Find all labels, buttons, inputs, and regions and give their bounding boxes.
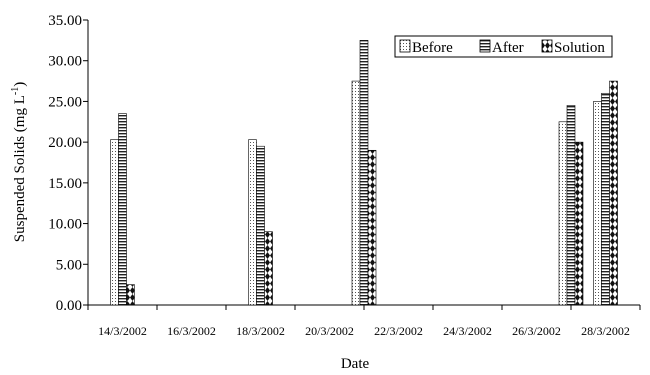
y-tick-label: 5.00 <box>56 257 82 273</box>
y-tick-label: 35.00 <box>48 13 82 29</box>
x-tick-label: 18/3/2002 <box>236 324 285 338</box>
legend-label-solution: Solution <box>554 40 605 56</box>
x-tick-label: 16/3/2002 <box>167 324 216 338</box>
bar-before <box>110 139 119 306</box>
x-axis-ticks: 14/3/2002 16/3/2002 18/3/2002 20/3/2002 22/3… <box>87 305 641 338</box>
legend-label-after: After <box>492 40 524 56</box>
legend-swatch-solution <box>541 39 553 53</box>
y-tick-label: 20.00 <box>48 135 82 151</box>
y-axis-title: Suspended Solids (mg L-1) <box>10 82 28 242</box>
x-tick-label: 14/3/2002 <box>98 324 147 338</box>
bars <box>110 40 618 306</box>
bar-solution <box>574 141 584 306</box>
x-tick-label: 22/3/2002 <box>374 324 423 338</box>
bar-before <box>593 101 602 306</box>
bar-after <box>359 40 369 306</box>
legend-swatch-before <box>399 39 411 53</box>
bar-after <box>118 113 127 306</box>
x-tick-label: 20/3/2002 <box>305 324 354 338</box>
bar-solution <box>264 231 273 306</box>
x-tick-label: 28/3/2002 <box>581 324 630 338</box>
bar-solution <box>126 284 135 306</box>
y-tick-label: 15.00 <box>48 176 82 192</box>
y-tick-label: 10.00 <box>48 217 82 233</box>
x-tick-label: 26/3/2002 <box>512 324 561 338</box>
y-tick-label: 25.00 <box>48 94 82 110</box>
bar-after <box>256 145 265 306</box>
legend-box <box>394 35 613 58</box>
legend-label-before: Before <box>412 40 453 56</box>
bar-before <box>351 80 361 306</box>
bar-solution <box>367 149 377 306</box>
bar-solution <box>609 80 618 306</box>
x-tick-label: 24/3/2002 <box>443 324 492 338</box>
bar-after <box>566 105 576 306</box>
bar-before <box>248 139 257 306</box>
y-tick-label: 30.00 <box>48 54 82 70</box>
y-tick-label: 0.00 <box>56 298 82 314</box>
bar-before <box>558 121 568 306</box>
bar-after <box>601 92 610 306</box>
legend-swatch-after <box>479 39 491 53</box>
legend: Before After Solution <box>394 35 613 58</box>
y-axis-ticks: 0.00 5.00 10.00 15.00 20.00 25.00 30.00 35.00 <box>48 13 88 314</box>
x-axis-title: Date <box>341 356 370 372</box>
